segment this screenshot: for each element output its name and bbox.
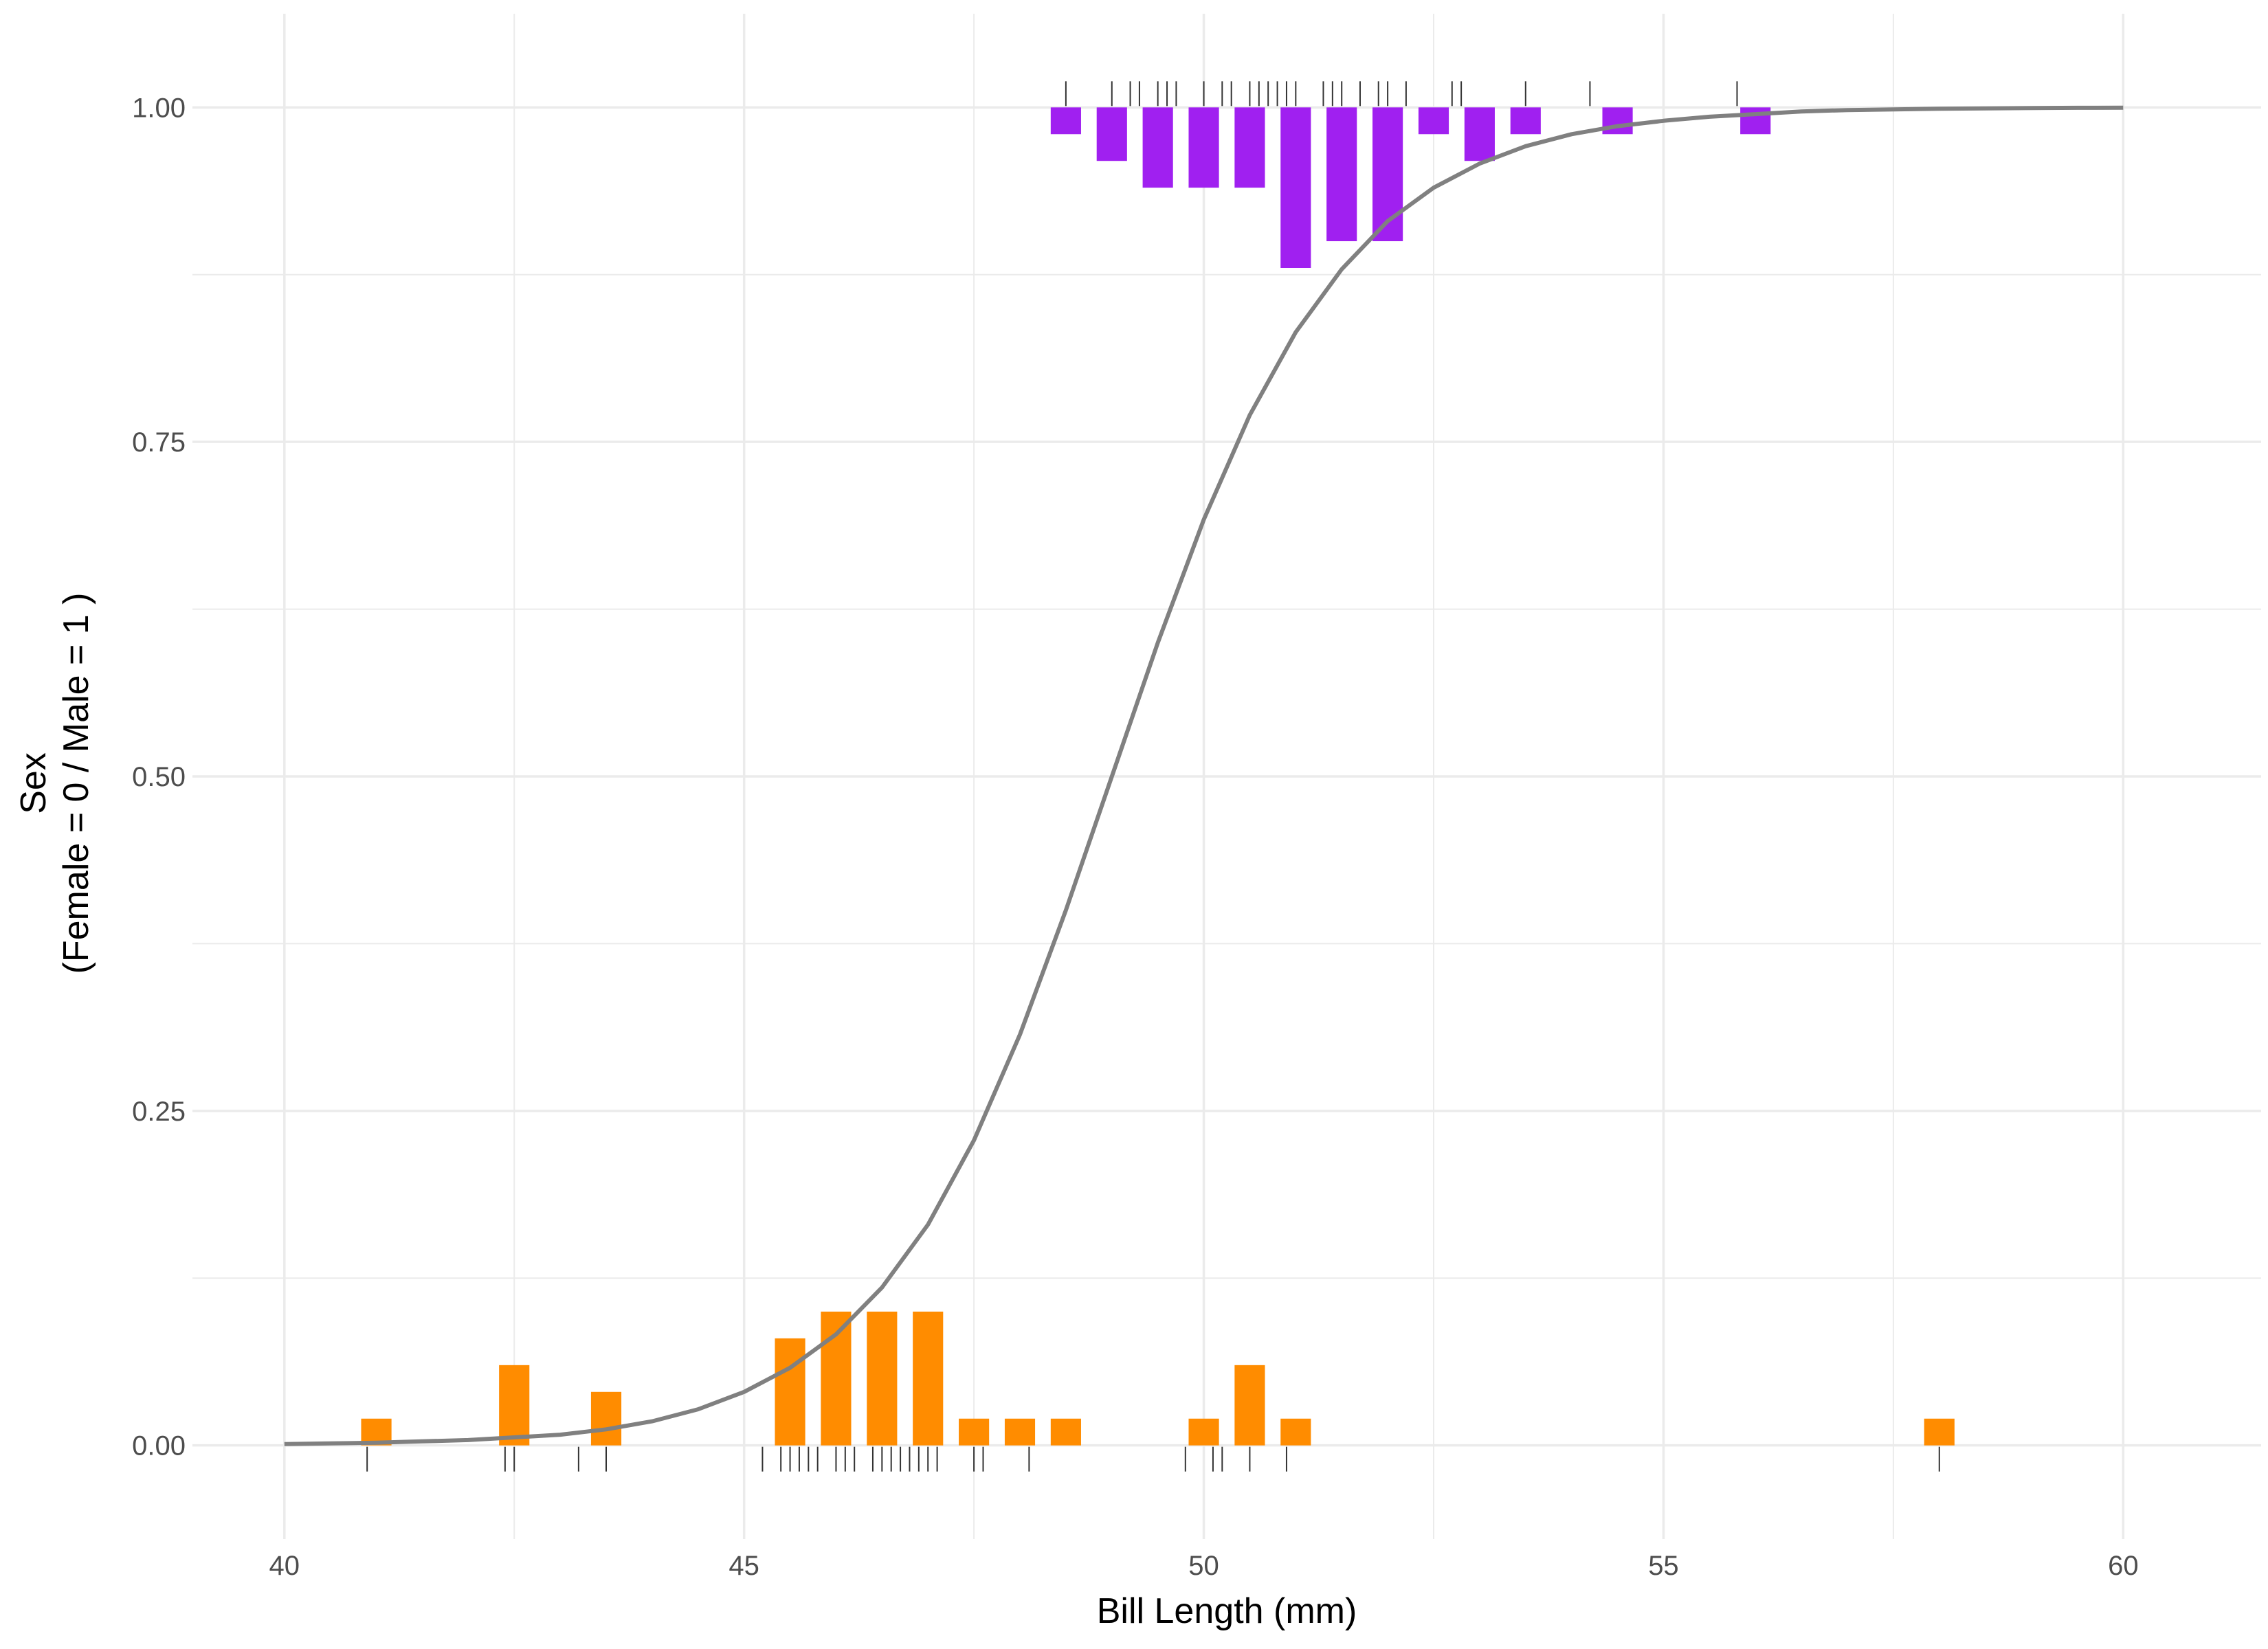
female-bar-2 <box>590 1391 622 1446</box>
male-bar-8 <box>1418 107 1449 135</box>
x-tick-label-1: 45 <box>729 1551 759 1581</box>
male-bar-1 <box>1096 107 1127 161</box>
female-bar-1 <box>499 1365 530 1446</box>
female-bar-3 <box>775 1338 805 1446</box>
y-tick-label-3: 0.75 <box>132 427 186 458</box>
y-tick-label-1: 0.25 <box>132 1097 186 1127</box>
male-bar-5 <box>1280 107 1311 268</box>
male-bar-11 <box>1602 107 1633 135</box>
y-tick-label-4: 1.00 <box>132 93 186 123</box>
male-bar-12 <box>1740 107 1771 135</box>
female-bar-12 <box>1280 1418 1311 1446</box>
y-axis-title-line-1: Sex <box>14 752 54 814</box>
x-tick-label-0: 40 <box>269 1551 300 1581</box>
male-histogram-bars <box>1050 107 1771 268</box>
male-bar-4 <box>1234 107 1265 188</box>
female-bar-10 <box>1188 1418 1219 1446</box>
major-gridlines <box>192 14 2261 1539</box>
female-bar-5 <box>867 1311 898 1446</box>
minor-gridlines <box>192 14 2261 1539</box>
male-bar-3 <box>1188 107 1219 188</box>
x-axis-title: Bill Length (mm) <box>1097 1591 1357 1631</box>
logistic-curve-line <box>284 105 2124 1446</box>
y-tick-label-0: 0.00 <box>132 1431 186 1461</box>
y-axis-title-line-2: (Female = 0 / Male = 1 ) <box>56 593 96 974</box>
male-bar-6 <box>1326 107 1357 242</box>
rug-marks <box>366 81 1940 1472</box>
x-tick-label-2: 50 <box>1188 1551 1219 1581</box>
female-bar-8 <box>1004 1418 1036 1446</box>
x-tick-label-3: 55 <box>1648 1551 1679 1581</box>
y-axis-tick-labels: 0.00 0.25 0.50 0.75 1.00 <box>132 93 186 1461</box>
male-bar-2 <box>1142 107 1173 188</box>
female-bar-6 <box>913 1311 944 1446</box>
female-bar-13 <box>1924 1418 1955 1446</box>
female-bar-7 <box>959 1418 990 1446</box>
male-bar-0 <box>1050 107 1081 135</box>
female-histogram-bars <box>361 1311 1955 1446</box>
x-tick-label-4: 60 <box>2108 1551 2139 1581</box>
female-bar-11 <box>1234 1365 1265 1446</box>
male-bar-10 <box>1510 107 1541 135</box>
x-axis-tick-labels: 40 45 50 55 60 <box>269 1551 2139 1581</box>
y-tick-label-2: 0.50 <box>132 762 186 792</box>
female-bar-9 <box>1050 1418 1081 1446</box>
male-bar-9 <box>1464 107 1495 161</box>
